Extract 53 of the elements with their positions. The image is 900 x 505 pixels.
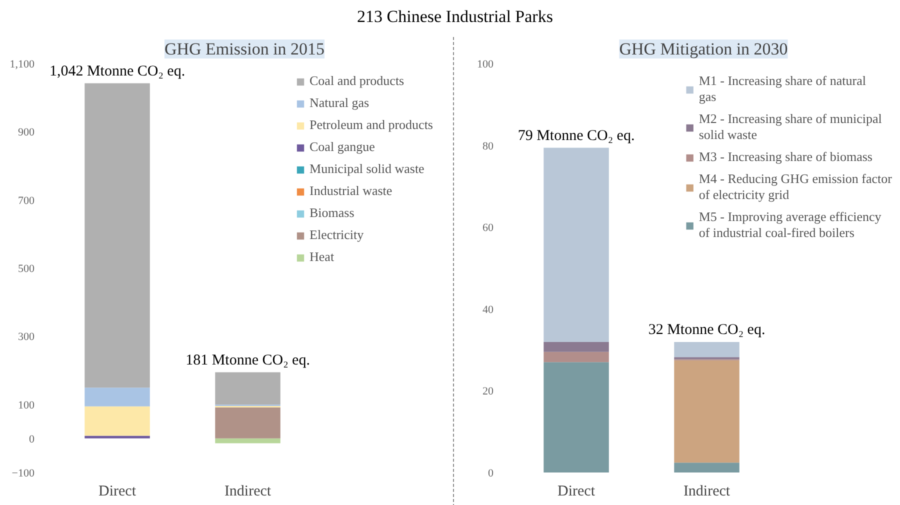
bar [215, 372, 280, 405]
legend-label: Municipal solid waste [310, 161, 424, 177]
legend-label: Coal gangue [310, 139, 375, 155]
bar [544, 362, 609, 472]
text: 213 Chinese Industrial Parks [357, 6, 553, 28]
total-label: 32 Mtonne CO₂ eq. [648, 322, 766, 338]
y-tick-label: 1,100 [10, 58, 35, 70]
bar [674, 462, 740, 472]
bar [84, 406, 150, 436]
y-tick-label: 0 [29, 433, 35, 446]
y-tick-label: 40 [482, 304, 494, 316]
x-tick-label: Direct [98, 484, 137, 500]
y-tick-label: 700 [18, 194, 35, 207]
legend-label: M2 - Increasing share of municipal solid waste [698, 111, 882, 143]
bar [84, 83, 150, 388]
bar [215, 438, 280, 444]
legend-label: Natural gas [310, 95, 370, 111]
total-label: 1,042 Mtonne CO₂ eq. [49, 63, 186, 80]
y-tick-label: 900 [18, 126, 35, 139]
total-label: 181 Mtonne CO₂ eq. [186, 352, 310, 368]
y-tick-label: 80 [482, 140, 494, 152]
x-tick-label: Indirect [683, 484, 731, 500]
bar [544, 342, 609, 352]
x-tick-label: Direct [558, 484, 596, 500]
y-tick-label: −100 [12, 468, 35, 480]
legend-label: Coal and products [310, 73, 404, 89]
legend-label: Petroleum and products [310, 117, 433, 133]
y-tick-label: 60 [482, 222, 494, 234]
bar [544, 148, 609, 342]
y-tick-label: 0 [488, 468, 494, 480]
legend-label: Biomass [310, 205, 354, 221]
bar [84, 436, 150, 438]
y-tick-label: 500 [18, 263, 35, 275]
bar [84, 388, 150, 406]
legend-label: M1 - Increasing share of natural gas [698, 73, 866, 105]
x-tick-label: Indirect [224, 484, 272, 500]
legend-label: Industrial waste [310, 183, 392, 199]
bar [544, 352, 609, 362]
y-tick-label: 300 [18, 331, 35, 344]
legend-label: M3 - Increasing share of biomass [698, 149, 872, 165]
y-tick-label: 20 [482, 386, 494, 398]
bar [674, 360, 740, 463]
chart-title: GHG Emission in 2015 [164, 40, 325, 58]
bar [674, 342, 740, 358]
bar [215, 407, 280, 438]
legend-label: M5 - Improving average efficiency of industrial coal-fired boilers [698, 209, 882, 241]
y-tick-label: 100 [477, 58, 494, 70]
total-label: 79 Mtonne CO₂ eq. [518, 128, 635, 144]
legend-label: Electricity [310, 227, 364, 243]
y-tick-label: 100 [18, 399, 35, 412]
chart-title: GHG Mitigation in 2030 [619, 40, 788, 58]
legend-label: Heat [310, 249, 334, 265]
legend-label: M4 - Reducing GHG emission factor of electricity grid [698, 171, 892, 203]
